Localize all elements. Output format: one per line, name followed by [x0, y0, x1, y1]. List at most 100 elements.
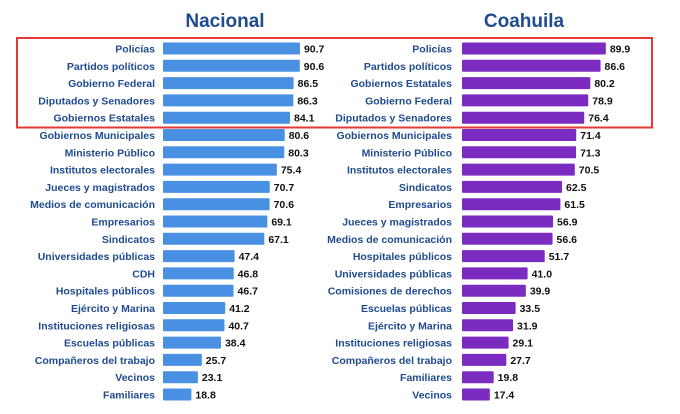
value-label: 89.9	[610, 44, 631, 56]
bar-nacional	[163, 111, 290, 124]
bar-nacional	[163, 146, 285, 159]
value-label: 67.1	[268, 234, 289, 246]
bar-coahuila	[462, 59, 601, 72]
value-label: 18.8	[195, 390, 216, 402]
category-label: Gobiernos Estatales	[53, 113, 155, 125]
bar-coahuila	[462, 129, 577, 141]
value-label: 90.6	[304, 61, 325, 73]
value-label: 80.6	[289, 130, 310, 142]
chart-title-nacional: Nacional	[185, 11, 264, 32]
category-label: CDH	[132, 268, 155, 280]
category-label: Compañeros del trabajo	[35, 355, 155, 367]
value-label: 62.5	[566, 182, 587, 194]
value-label: 70.6	[274, 199, 295, 211]
category-label: Institutos electorales	[50, 165, 155, 177]
bar-coahuila	[462, 94, 589, 107]
bar-coahuila	[462, 267, 528, 280]
bar-nacional	[163, 319, 225, 332]
category-label: Ministerio Público	[362, 147, 452, 159]
category-label: Sindicatos	[399, 182, 452, 194]
value-label: 38.4	[225, 338, 246, 350]
highlight-box	[16, 37, 653, 129]
category-label: Medios de comunicación	[327, 234, 452, 246]
value-label: 17.4	[494, 390, 515, 402]
bar-coahuila	[462, 180, 562, 193]
value-label: 33.5	[520, 303, 541, 315]
value-label: 75.4	[281, 165, 302, 177]
value-label: 71.3	[580, 147, 601, 159]
category-label: Vecinos	[412, 390, 452, 402]
category-label: Vecinos	[115, 372, 155, 384]
bar-nacional	[163, 388, 192, 401]
value-label: 46.7	[238, 286, 259, 298]
category-label: Policías	[412, 44, 452, 56]
category-label: Institutos electorales	[347, 165, 452, 177]
bar-coahuila	[462, 336, 509, 349]
category-label: Hospitales públicos	[56, 286, 155, 298]
bar-nacional	[163, 163, 277, 176]
value-label: 86.5	[298, 78, 319, 90]
value-label: 76.4	[588, 113, 609, 125]
category-label: Escuelas públicas	[64, 338, 155, 350]
category-label: Comisiones de derechos	[328, 286, 452, 298]
category-label: Partidos políticos	[364, 61, 452, 73]
value-label: 71.4	[580, 130, 601, 142]
value-label: 80.2	[594, 78, 615, 90]
category-label: Jueces y magistrados	[342, 217, 452, 229]
category-label: Empresarios	[388, 199, 452, 211]
bar-nacional	[163, 336, 221, 349]
bar-coahuila	[462, 232, 553, 245]
bar-coahuila	[462, 146, 577, 159]
category-label: Diputados y Senadores	[335, 113, 452, 125]
value-label: 39.9	[530, 286, 551, 298]
category-label: Familiares	[400, 372, 452, 384]
value-label: 40.7	[228, 320, 249, 332]
category-label: Sindicatos	[102, 234, 155, 246]
category-label: Medios de comunicación	[30, 199, 155, 211]
bar-coahuila	[462, 250, 545, 263]
category-label: Empresarios	[91, 217, 155, 229]
value-label: 25.7	[206, 355, 227, 367]
category-label: Ministerio Público	[65, 147, 155, 159]
bar-coahuila	[462, 284, 526, 297]
category-label: Escuelas públicas	[361, 303, 452, 315]
value-label: 90.7	[304, 44, 325, 56]
category-label: Compañeros del trabajo	[332, 355, 452, 367]
bar-coahuila	[462, 388, 490, 401]
value-label: 31.9	[517, 320, 538, 332]
value-label: 61.5	[564, 199, 585, 211]
bar-nacional	[163, 198, 270, 211]
category-label: Jueces y magistrados	[45, 182, 155, 194]
value-label: 56.6	[557, 234, 578, 246]
category-label: Partidos políticos	[67, 61, 155, 73]
bar-nacional	[163, 250, 235, 263]
category-label: Instituciones religiosas	[38, 320, 155, 332]
bar-coahuila	[462, 77, 591, 90]
bar-nacional	[163, 42, 300, 55]
value-label: 86.3	[297, 95, 318, 107]
category-label: Ejército y Marina	[368, 320, 452, 332]
value-label: 69.1	[271, 217, 292, 229]
value-label: 27.7	[510, 355, 531, 367]
bar-nacional	[163, 129, 285, 141]
value-label: 70.7	[274, 182, 295, 194]
value-label: 29.1	[513, 338, 534, 350]
value-label: 19.8	[498, 372, 519, 384]
bar-nacional	[163, 180, 270, 193]
bar-nacional	[163, 371, 198, 384]
value-label: 46.8	[238, 268, 259, 280]
bar-nacional	[163, 267, 234, 280]
bar-nacional	[163, 353, 202, 366]
bar-coahuila	[462, 302, 516, 314]
value-label: 70.5	[579, 165, 600, 177]
bar-coahuila	[462, 215, 554, 228]
bar-nacional	[163, 77, 294, 90]
value-label: 41.2	[229, 303, 250, 315]
category-label: Familiares	[103, 390, 155, 402]
bar-nacional	[163, 94, 294, 107]
bar-coahuila	[462, 163, 575, 176]
bar-coahuila	[462, 111, 585, 124]
value-label: 80.3	[288, 147, 309, 159]
bar-coahuila	[462, 42, 606, 55]
value-label: 56.9	[557, 217, 578, 229]
